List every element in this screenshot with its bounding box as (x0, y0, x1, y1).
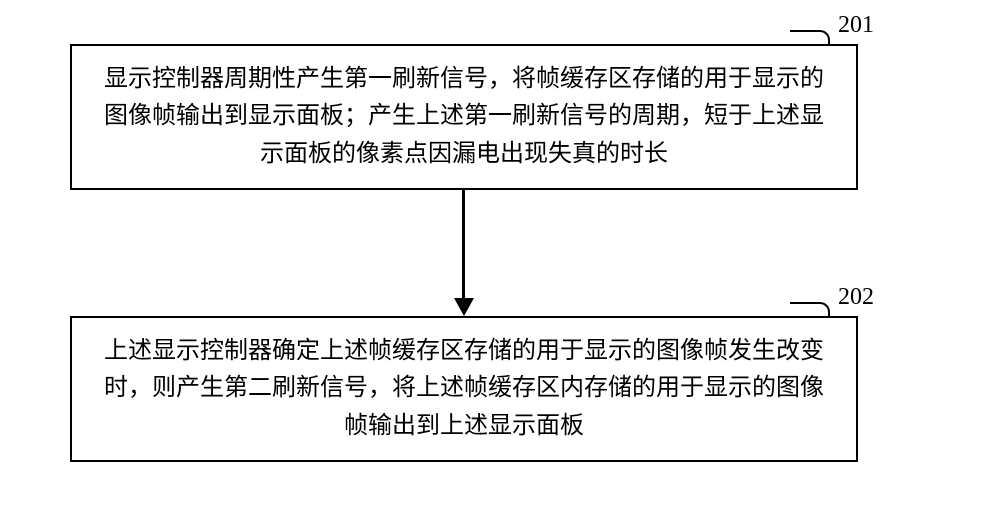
flow-arrow-stem (462, 190, 465, 300)
flow-step-1-text: 显示控制器周期性产生第一刷新信号，将帧缓存区存储的用于显示的图像帧输出到显示面板… (96, 61, 832, 173)
flow-step-1: 显示控制器周期性产生第一刷新信号，将帧缓存区存储的用于显示的图像帧输出到显示面板… (70, 44, 858, 190)
step-ref-2: 202 (838, 284, 874, 311)
flow-step-2-text: 上述显示控制器确定上述帧缓存区存储的用于显示的图像帧发生改变时，则产生第二刷新信… (96, 333, 832, 445)
step-ref-1: 201 (838, 12, 874, 39)
leader-line-2 (790, 302, 830, 318)
flow-arrow-head (454, 298, 474, 316)
leader-line-1 (790, 30, 830, 46)
flow-step-2: 上述显示控制器确定上述帧缓存区存储的用于显示的图像帧发生改变时，则产生第二刷新信… (70, 316, 858, 462)
